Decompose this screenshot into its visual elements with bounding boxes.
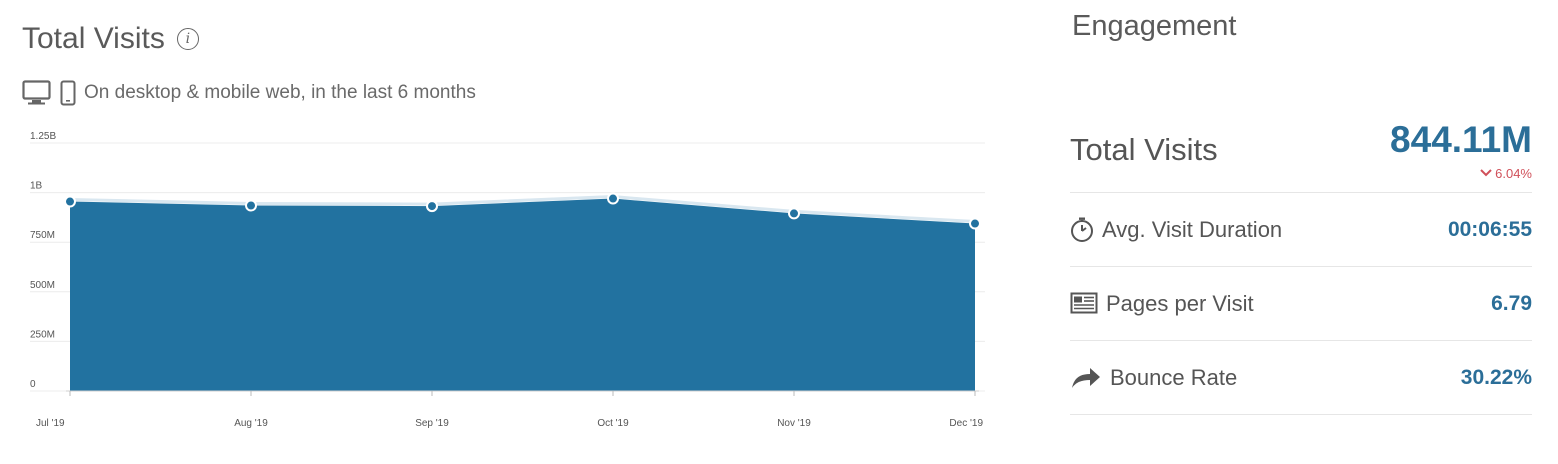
page-title: Total Visits	[22, 22, 165, 55]
data-point	[426, 200, 438, 213]
chevron-down-icon	[1480, 169, 1492, 177]
x-tick-label: Oct '19	[597, 418, 629, 429]
pages-per-visit-row: Pages per Visit 6.79	[1070, 267, 1532, 341]
y-tick-label: 1B	[30, 181, 43, 192]
data-point	[969, 217, 981, 230]
subtitle: On desktop & mobile web, in the last 6 m…	[22, 80, 476, 106]
data-point	[788, 207, 800, 220]
y-tick-label: 0	[30, 379, 36, 390]
area-fill	[70, 198, 975, 391]
series-line	[69, 195, 976, 224]
avg-visit-duration-row: Avg. Visit Duration 00:06:55	[1070, 193, 1532, 267]
bounce-arrow-icon	[1072, 367, 1100, 388]
total-visits-value: 844.11M	[1390, 118, 1532, 160]
total-visits-header: Total Visits i	[22, 22, 199, 56]
engagement-title: Engagement	[1072, 10, 1237, 42]
desktop-icon	[22, 80, 52, 106]
info-icon[interactable]: i	[176, 28, 199, 50]
stopwatch-icon	[1071, 217, 1093, 242]
bounce-rate-value: 30.22%	[1460, 365, 1532, 389]
x-tick-label: Nov '19	[777, 418, 811, 429]
total-visits-label: Total Visits	[1070, 132, 1218, 167]
y-tick-label: 750M	[30, 230, 55, 241]
data-point	[245, 199, 257, 212]
y-tick-label: 250M	[30, 329, 55, 340]
pages-icon	[1070, 292, 1098, 313]
x-tick-label: Aug '19	[234, 418, 268, 429]
total-visits-change: 6.04%	[1480, 166, 1532, 181]
bounce-rate-label: Bounce Rate	[1110, 364, 1238, 390]
x-tick-label: Dec '19	[949, 418, 983, 429]
avg-visit-duration-value: 00:06:55	[1447, 217, 1532, 241]
data-point	[64, 195, 76, 208]
total-visits-kpi: Total Visits 844.11M 6.04%	[1070, 108, 1532, 193]
subtitle-text: On desktop & mobile web, in the last 6 m…	[84, 82, 476, 103]
bounce-rate-row: Bounce Rate 30.22%	[1070, 341, 1532, 415]
pages-per-visit-label: Pages per Visit	[1106, 290, 1254, 316]
data-point	[607, 192, 619, 205]
change-value: 6.04%	[1495, 165, 1532, 181]
mobile-icon	[60, 80, 76, 106]
y-tick-label: 1.25B	[30, 131, 56, 142]
x-tick-label: Sep '19	[415, 418, 449, 429]
x-tick-label: Jul '19	[36, 418, 65, 429]
avg-visit-duration-label: Avg. Visit Duration	[1102, 216, 1283, 242]
y-tick-label: 500M	[30, 280, 55, 291]
total-visits-chart: 0 250M 500M 750M 1B 1.25B Jul '19 Aug '19 Sep '1…	[30, 131, 985, 429]
pages-per-visit-value: 6.79	[1491, 291, 1532, 315]
